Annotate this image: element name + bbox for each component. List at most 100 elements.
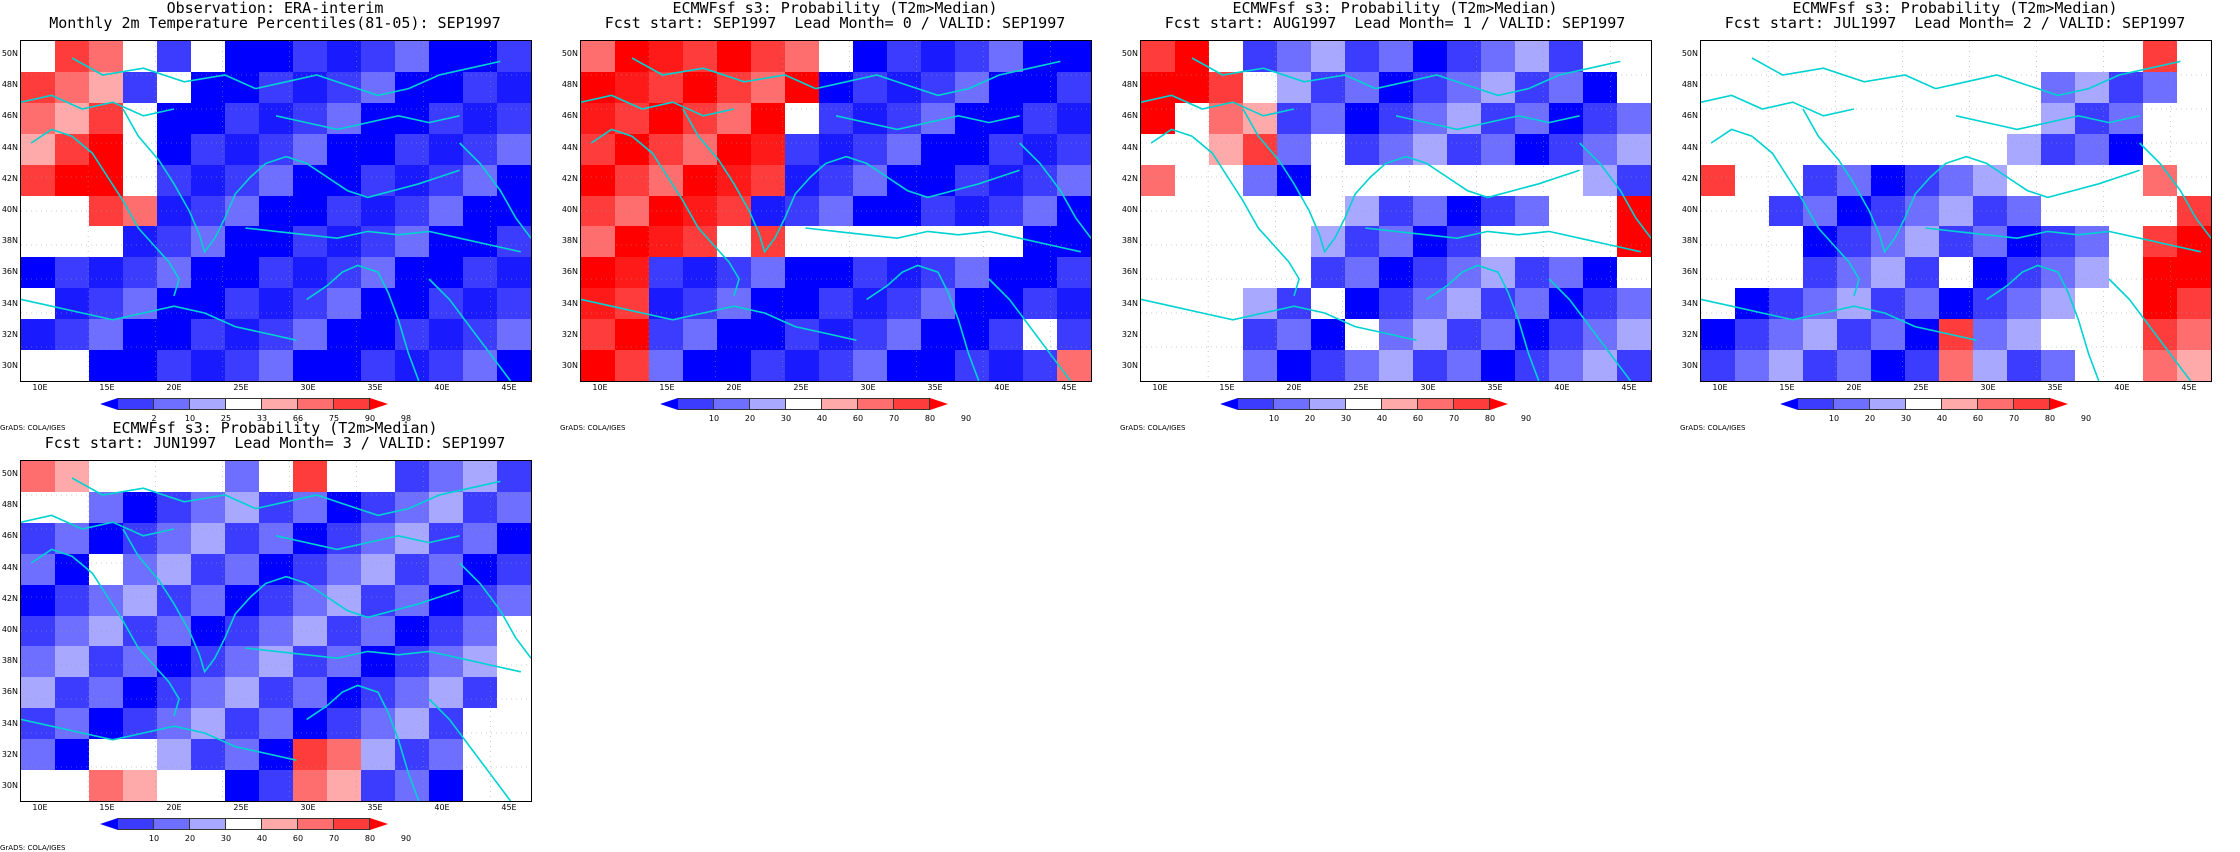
grid-cell [1175, 41, 1210, 73]
grads-credit: GrADS: COLA/IGES [0, 424, 66, 432]
grid-cell [123, 71, 158, 104]
grid-cell [887, 41, 922, 73]
coastline [1935, 60, 2181, 97]
grid-cell [225, 226, 260, 258]
latitude-label: 32N [1681, 329, 1698, 339]
longitude-label: 30E [300, 803, 316, 812]
grid-cell [463, 522, 498, 555]
coastline [245, 647, 521, 673]
grads-credit: GrADS: COLA/IGES [1680, 424, 1746, 432]
grid-cell [1803, 164, 1838, 197]
grid-cell [2143, 133, 2178, 166]
grid-cell [1243, 41, 1278, 73]
colorbar-left-arrow [660, 398, 678, 410]
grid-cell [1973, 226, 2008, 258]
latitude-label: 36N [1, 267, 18, 277]
colorbar-segment [822, 398, 858, 410]
grid-cell [1769, 41, 1804, 73]
grid-cell [89, 133, 124, 166]
latitude-label: 40N [1, 205, 18, 214]
latitude-label: 50N [1, 469, 18, 478]
grid-cell [259, 584, 294, 617]
grid-cell [2007, 257, 2042, 289]
grid-cell [293, 257, 328, 289]
grid-cell [2143, 257, 2178, 289]
grid-cell [1701, 226, 1736, 258]
grid-cell [1837, 195, 1872, 227]
grid-cell [921, 288, 956, 320]
grid-cell [2109, 226, 2144, 258]
grid-cell [1311, 226, 1346, 258]
grid-cell [1023, 257, 1058, 289]
grid-cell [55, 350, 90, 381]
grid-cell [1209, 319, 1244, 351]
coastline [1395, 114, 1580, 131]
grid-cell [581, 226, 616, 258]
grid-cell [1413, 164, 1448, 197]
grid-cell [293, 350, 328, 381]
grid-cell [751, 41, 786, 73]
colorbar-segment [1978, 398, 2014, 410]
latitude-label: 34N [561, 298, 578, 308]
coastline [71, 477, 256, 510]
colorbar-segment [786, 398, 822, 410]
grid-cell [259, 257, 294, 289]
grid-cell [1057, 195, 1091, 227]
colorbar-segment [894, 398, 930, 410]
coastline [1242, 108, 1346, 254]
grid-cell [55, 553, 90, 586]
grid-cell [429, 133, 464, 166]
grid-cell [1735, 288, 1770, 320]
grid-cell [717, 195, 752, 227]
grid-cell [1905, 102, 1940, 135]
grid-cell [497, 615, 531, 647]
colorbar [1220, 398, 1508, 410]
grid-cell [1735, 257, 1770, 289]
grid-cell [225, 553, 260, 586]
grid-cell [1209, 102, 1244, 135]
grid-cell [1057, 102, 1091, 135]
latitude-label: 32N [561, 329, 578, 339]
grid-cell [819, 41, 854, 73]
grid-cell [1803, 257, 1838, 289]
grid-cell [989, 288, 1024, 320]
grid-cell [157, 522, 192, 555]
colorbar-label: 30 [1900, 414, 1912, 423]
panel-title-line2: Monthly 2m Temperature Percentiles(81-05… [49, 14, 501, 32]
grid-cell [429, 461, 464, 493]
grid-cell [1617, 102, 1651, 135]
grid-cell [1515, 133, 1550, 166]
latitude-label: 30N [561, 361, 578, 370]
colorbar-label: 10 [184, 414, 196, 423]
grid-cell [2177, 102, 2211, 135]
grid-cell [2109, 257, 2144, 289]
latitude-label: 38N [1681, 236, 1698, 246]
grid-cell [293, 319, 328, 351]
grid-cell [1277, 350, 1312, 381]
latitude-label: 40N [1121, 205, 1138, 214]
colorbar-segment [226, 818, 262, 830]
grid-cell [21, 319, 56, 351]
grid-cell [1447, 350, 1482, 381]
colorbar-label: 40 [1936, 414, 1948, 423]
grid-cell [1057, 319, 1091, 351]
grid-cell [819, 319, 854, 351]
grid-cell [683, 71, 718, 104]
grid-cell [225, 288, 260, 320]
latitude-label: 36N [1121, 267, 1138, 277]
grid-cell [2177, 164, 2211, 197]
longitude-label: 20E [166, 803, 182, 812]
grid-cell [463, 257, 498, 289]
coastline-overlay [1701, 41, 2211, 381]
colorbar-label: 70 [2008, 414, 2020, 423]
grid-cell [395, 288, 430, 320]
longitude-label: 25E [233, 383, 249, 392]
grid-cell [157, 102, 192, 135]
grid-cell [225, 677, 260, 709]
grid-cell [293, 584, 328, 617]
latitude-label: 42N [1, 593, 18, 603]
grid-cell [2041, 71, 2076, 104]
grid-cell [1379, 41, 1414, 73]
grid-cell [191, 677, 226, 709]
grid-cell [2007, 133, 2042, 166]
